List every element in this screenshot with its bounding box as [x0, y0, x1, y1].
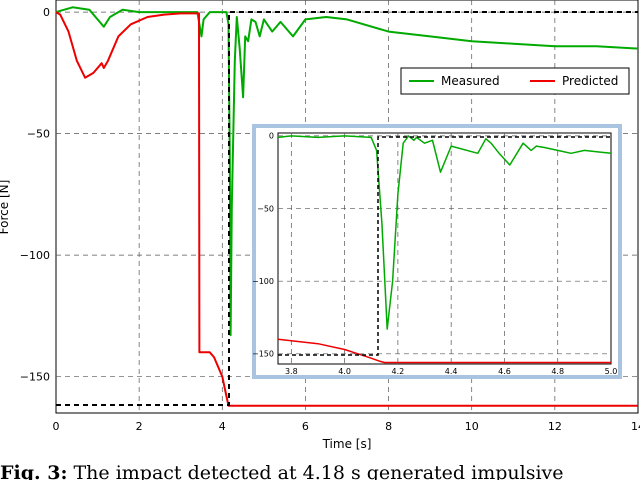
figure-caption: Fig. 3: The impact detected at 4.18 s ge… [0, 461, 640, 480]
inset-zoom-region [278, 136, 611, 356]
caption-label: Fig. 3: [0, 462, 68, 480]
main-y-ticks: 0 −50 −100 −150 [20, 6, 50, 383]
x-tick-label: 2 [136, 420, 143, 433]
legend: Measured Predicted [400, 67, 630, 95]
inset-chart: 3.8 4.0 4.2 4.4 4.6 4.8 5.0 0 −50 −100 −150 [252, 124, 622, 379]
x-tick-label: 4 [219, 420, 226, 433]
x-tick-label: 10 [465, 420, 479, 433]
inset-x-ticks: 3.8 4.0 4.2 4.4 4.6 4.8 5.0 [285, 367, 617, 376]
x-tick-label: 12 [548, 420, 562, 433]
x-tick-label: 5.0 [605, 367, 618, 376]
legend-box [400, 67, 630, 95]
y-tick-label: −100 [20, 249, 50, 262]
y-tick-label: 0 [269, 132, 274, 141]
caption-text: The impact detected at 4.18 s generated … [67, 462, 564, 480]
main-series [55, 6, 639, 407]
measured-line [55, 6, 639, 337]
x-tick-label: 4.2 [392, 367, 405, 376]
y-tick-label: −50 [27, 127, 50, 140]
x-tick-label: 8 [385, 420, 392, 433]
x-tick-label: 0 [53, 420, 60, 433]
x-tick-label: 3.8 [285, 367, 298, 376]
y-tick-label: −150 [20, 370, 50, 383]
inset-y-ticks: 0 −50 −100 −150 [252, 132, 274, 359]
x-axis-label: Time [s] [322, 437, 372, 451]
y-tick-label: −150 [252, 350, 274, 359]
legend-label-predicted: Predicted [562, 74, 618, 88]
main-x-ticks: 0 2 4 6 8 10 12 14 [53, 420, 640, 433]
y-tick-label: −100 [252, 277, 274, 286]
inset-series [277, 135, 612, 364]
series-1-line [277, 338, 611, 364]
zoom-region [56, 11, 638, 406]
y-axis-label: Force [N] [0, 180, 11, 235]
x-tick-label: 4.0 [338, 367, 351, 376]
predicted-line [55, 11, 638, 407]
x-tick-label: 4.4 [445, 367, 458, 376]
x-tick-label: 4.8 [551, 367, 564, 376]
x-tick-label: 6 [302, 420, 309, 433]
y-tick-label: −50 [257, 204, 274, 213]
series-0-line [277, 135, 612, 330]
x-tick-label: 14 [631, 420, 640, 433]
x-tick-label: 4.6 [498, 367, 511, 376]
y-tick-label: 0 [43, 6, 50, 19]
inset-plot-frame [277, 132, 612, 365]
legend-label-measured: Measured [441, 74, 500, 88]
